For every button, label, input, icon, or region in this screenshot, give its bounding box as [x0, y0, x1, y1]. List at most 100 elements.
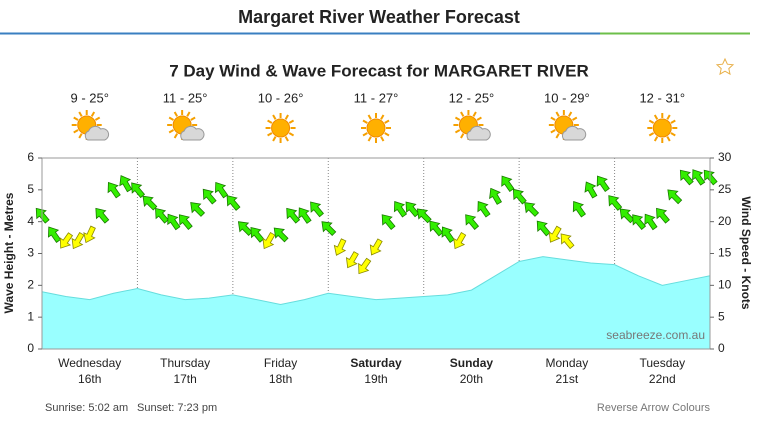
weather-icon [548, 110, 587, 141]
reverse-arrow-colours[interactable]: Reverse Arrow Colours [597, 402, 711, 414]
cloud [561, 125, 587, 141]
sun-ray [550, 129, 556, 134]
wind-arrow [477, 201, 491, 218]
wind-arrow [35, 207, 50, 224]
wave-line [41, 256, 711, 305]
wind-arrow [237, 221, 253, 237]
wind-arrow [489, 187, 502, 205]
sun-ray [454, 129, 461, 134]
wind-arrow [310, 201, 324, 218]
day-name: Tuesday [639, 356, 685, 370]
sun-ray [173, 111, 179, 117]
sun-ray [173, 133, 179, 139]
sun-ray [284, 114, 289, 120]
sun-ray [78, 111, 83, 117]
wind-arrow [262, 232, 276, 250]
sun-ray [272, 114, 277, 120]
wind-arrow [107, 181, 121, 199]
sun-ray [190, 116, 196, 121]
cloud [84, 125, 110, 141]
sun-ray [476, 116, 482, 121]
sun-ray [73, 129, 79, 134]
y-tick-label: 0 [27, 341, 34, 355]
y-tick-label: 5 [27, 182, 34, 196]
day-date: 21st [556, 372, 579, 386]
sun-ray [288, 132, 295, 137]
weather-icon [453, 110, 491, 141]
weather-icon [71, 110, 110, 141]
y-tick-label: 4 [27, 214, 34, 228]
wave-area [42, 256, 710, 349]
y2-tick-label: 20 [718, 214, 732, 228]
sun-ray [267, 119, 273, 124]
wind-arrow [667, 189, 683, 205]
favourite-star[interactable] [715, 57, 735, 76]
sun-ray [555, 133, 560, 139]
sun-ray [666, 136, 671, 142]
sun-ray [380, 136, 385, 142]
y2-tick-label: 25 [718, 182, 732, 196]
y-axis-title: Wave Height - Metres [2, 192, 16, 313]
wind-arrow [416, 208, 432, 224]
wind-arrow [584, 181, 598, 199]
weather-icon [361, 113, 391, 143]
wind-arrow [155, 207, 169, 224]
day-name: Thursday [160, 356, 210, 370]
sun-ray [653, 136, 659, 142]
y-tick-label: 3 [27, 246, 34, 260]
wind-arrow [190, 202, 206, 217]
wind-arrow [286, 207, 301, 224]
y-tick-label: 1 [27, 309, 34, 323]
wind-arrow [333, 238, 347, 256]
watermark: seabreeze.com.au [606, 328, 705, 342]
wind-arrow [369, 238, 383, 256]
day-date: 20th [460, 372, 483, 386]
y-tick-label: 6 [27, 150, 34, 164]
sun-ray [653, 114, 659, 120]
sun-ray [670, 119, 676, 124]
y2-axis-title: Wind Speed - Knots [739, 196, 753, 310]
day-name: Saturday [350, 356, 402, 370]
sun [366, 118, 386, 138]
day-date: 16th [78, 372, 101, 386]
wind-arrow [619, 208, 635, 224]
wind-arrow [548, 225, 562, 243]
sun-ray [384, 119, 390, 124]
wind-arrow [381, 214, 396, 230]
y2-tick-label: 10 [718, 278, 732, 292]
wind-arrow [321, 221, 337, 237]
y2-tick-label: 15 [718, 246, 732, 260]
day-temp: 10 - 26° [258, 90, 304, 105]
day-temp: 9 - 25° [70, 90, 108, 105]
sun-ray [267, 132, 273, 137]
sun-ray [555, 111, 560, 117]
day-name: Sunday [450, 356, 494, 370]
wind-arrow [501, 175, 515, 193]
wind-arrow [536, 220, 551, 237]
sun-ray [73, 116, 79, 121]
sun-ray [472, 111, 477, 117]
day-name: Friday [264, 356, 297, 370]
sun-ray [78, 133, 83, 139]
wind-arrow [358, 257, 372, 275]
sun-ray [380, 114, 385, 120]
sun-ray [367, 114, 372, 120]
sun-ray [460, 133, 465, 139]
y-tick-label: 2 [27, 278, 34, 292]
wind-arrow [95, 207, 110, 224]
sun-ray [367, 136, 372, 142]
wind-arrow [298, 207, 312, 224]
wind-arrow [560, 233, 575, 250]
y2-tick-label: 30 [718, 150, 732, 164]
sun [652, 118, 672, 138]
wind-arrow [142, 195, 158, 211]
sun-ray [550, 116, 556, 121]
sun-ray [666, 114, 671, 120]
wind-arrow [119, 175, 133, 193]
y2-tick-label: 5 [718, 309, 725, 323]
sun-ray [168, 129, 174, 134]
sun-ray [94, 116, 101, 121]
wind-arrow [453, 232, 467, 250]
